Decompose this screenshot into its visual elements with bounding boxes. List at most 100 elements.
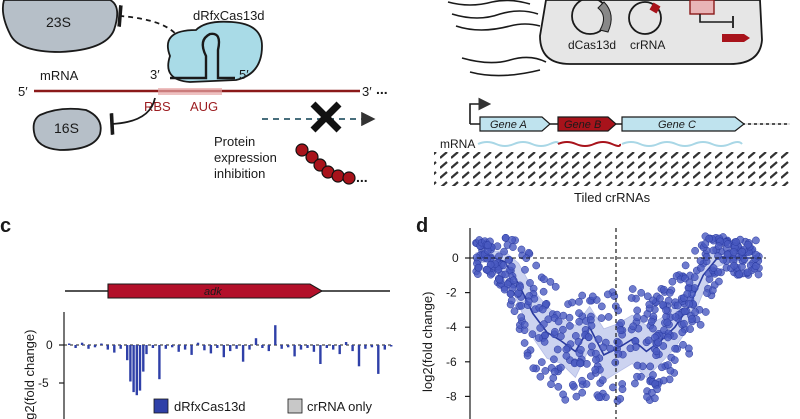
panel-d-ytick-label: 0 <box>452 251 459 265</box>
panel-d-point <box>535 334 543 342</box>
panel-d-point <box>702 253 711 261</box>
panel-d-point <box>516 283 524 292</box>
panel-d-point <box>546 278 555 286</box>
mrna-label-a: mRNA <box>40 68 79 83</box>
panel-d-point <box>633 372 641 381</box>
panel-c-bar <box>267 345 270 352</box>
panel-d-point <box>690 273 699 282</box>
panel-d-point <box>609 383 617 392</box>
inhibition-text-1: Protein <box>214 134 255 149</box>
panel-d-point <box>647 317 656 326</box>
panel-d-point <box>528 330 537 339</box>
panel-d-point <box>752 250 760 259</box>
panel-d-point <box>532 261 541 270</box>
panel-d-point <box>664 296 673 305</box>
panel-d-point <box>557 363 565 372</box>
mrna-5prime: 5′ <box>18 84 28 99</box>
adk-gene-label: adk <box>204 286 222 298</box>
panel-d-point <box>738 262 746 271</box>
panel-c-bar <box>145 345 148 355</box>
panel-d-point <box>666 289 674 297</box>
panel-d-point <box>673 301 682 310</box>
panel-d-point <box>507 296 516 305</box>
panel-d-point <box>690 284 699 292</box>
panel-d-point <box>587 321 596 330</box>
panel-d-point <box>627 294 636 302</box>
panel-c-bar <box>235 345 238 349</box>
crrna-5prime: 5′ <box>239 67 249 82</box>
panel-c-bar <box>287 345 290 348</box>
panel-c-bar <box>383 345 386 350</box>
promoter-arrow <box>469 97 492 124</box>
protein-ellipsis: ... <box>356 169 368 185</box>
panel-d-point <box>521 265 529 274</box>
ribosome-16s-label: 16S <box>54 120 79 136</box>
mrna-label-b: mRNA <box>440 137 475 151</box>
panel-d-point <box>562 345 571 354</box>
panel-c-bar <box>87 345 90 349</box>
panel-d-point <box>586 372 595 381</box>
panel-d-point <box>474 263 483 272</box>
panel-d-point <box>517 313 526 322</box>
panel-d-point <box>633 361 642 370</box>
panel-d-point <box>520 320 529 329</box>
mrna-transcript-c <box>621 141 743 147</box>
panel-c-bar <box>171 345 174 348</box>
panel-d-point <box>597 302 606 311</box>
panel-d-point <box>592 349 600 358</box>
panel-d-point <box>536 324 545 332</box>
panel-d-point <box>708 286 717 295</box>
panel-d-point <box>656 294 664 303</box>
panel-c-bar <box>222 345 225 358</box>
panel-d-point <box>715 277 723 286</box>
panel-d-ytick-label: -4 <box>446 320 457 334</box>
panel-d-point <box>574 337 583 346</box>
panel-d-point <box>541 367 550 375</box>
panel-d-point <box>660 285 668 294</box>
panel-d-point <box>554 317 563 326</box>
panel-c-bar <box>196 342 200 345</box>
panel-d-point <box>568 380 577 389</box>
panel-d-ytick-label: -6 <box>446 355 457 369</box>
panel-d-point <box>628 285 637 293</box>
panel-d-point <box>616 326 625 335</box>
panel-d-point <box>578 376 586 385</box>
panel-d-point <box>575 309 583 317</box>
panel-d-point <box>566 322 574 330</box>
panel-d-point <box>575 297 583 306</box>
panel-c-bar <box>190 345 193 355</box>
panel-c-ytick-label-m5: -5 <box>38 376 49 390</box>
panel-c-bar <box>68 343 71 345</box>
panel-d-point <box>709 246 718 255</box>
panel-c-bar <box>332 345 335 350</box>
inhibit-16s <box>109 97 156 135</box>
panel-d-point <box>539 287 548 296</box>
panel-c-bar <box>113 345 116 353</box>
panel-c-bar <box>357 345 361 367</box>
panel-d-point <box>680 307 689 316</box>
panel-d-point <box>644 336 653 345</box>
panel-d-point <box>611 358 620 367</box>
panel-d-point <box>651 394 659 403</box>
panel-d-point <box>508 235 516 244</box>
gene-a-label: Gene A <box>490 119 527 131</box>
panel-d-point <box>598 376 607 384</box>
legend-crrna-swatch <box>287 398 303 414</box>
panel-c-bar <box>93 345 97 348</box>
panel-d-point <box>499 261 508 270</box>
panel-d-point <box>679 340 687 349</box>
panel-c-bar <box>126 345 129 361</box>
panel-d-point <box>509 276 518 285</box>
gene-c-label: Gene C <box>658 119 696 131</box>
panel-d-point <box>606 344 615 353</box>
panel-c-bar <box>80 342 84 345</box>
panel-d-point <box>735 270 743 279</box>
mrna-transcript-b <box>557 141 622 147</box>
panel-d-point <box>688 315 696 323</box>
panel-d-point <box>483 265 491 274</box>
crrna-3prime: 3′ <box>150 67 160 82</box>
panel-d-point <box>683 289 692 298</box>
panel-c-bar <box>344 342 348 345</box>
panel-d-point <box>594 335 603 344</box>
